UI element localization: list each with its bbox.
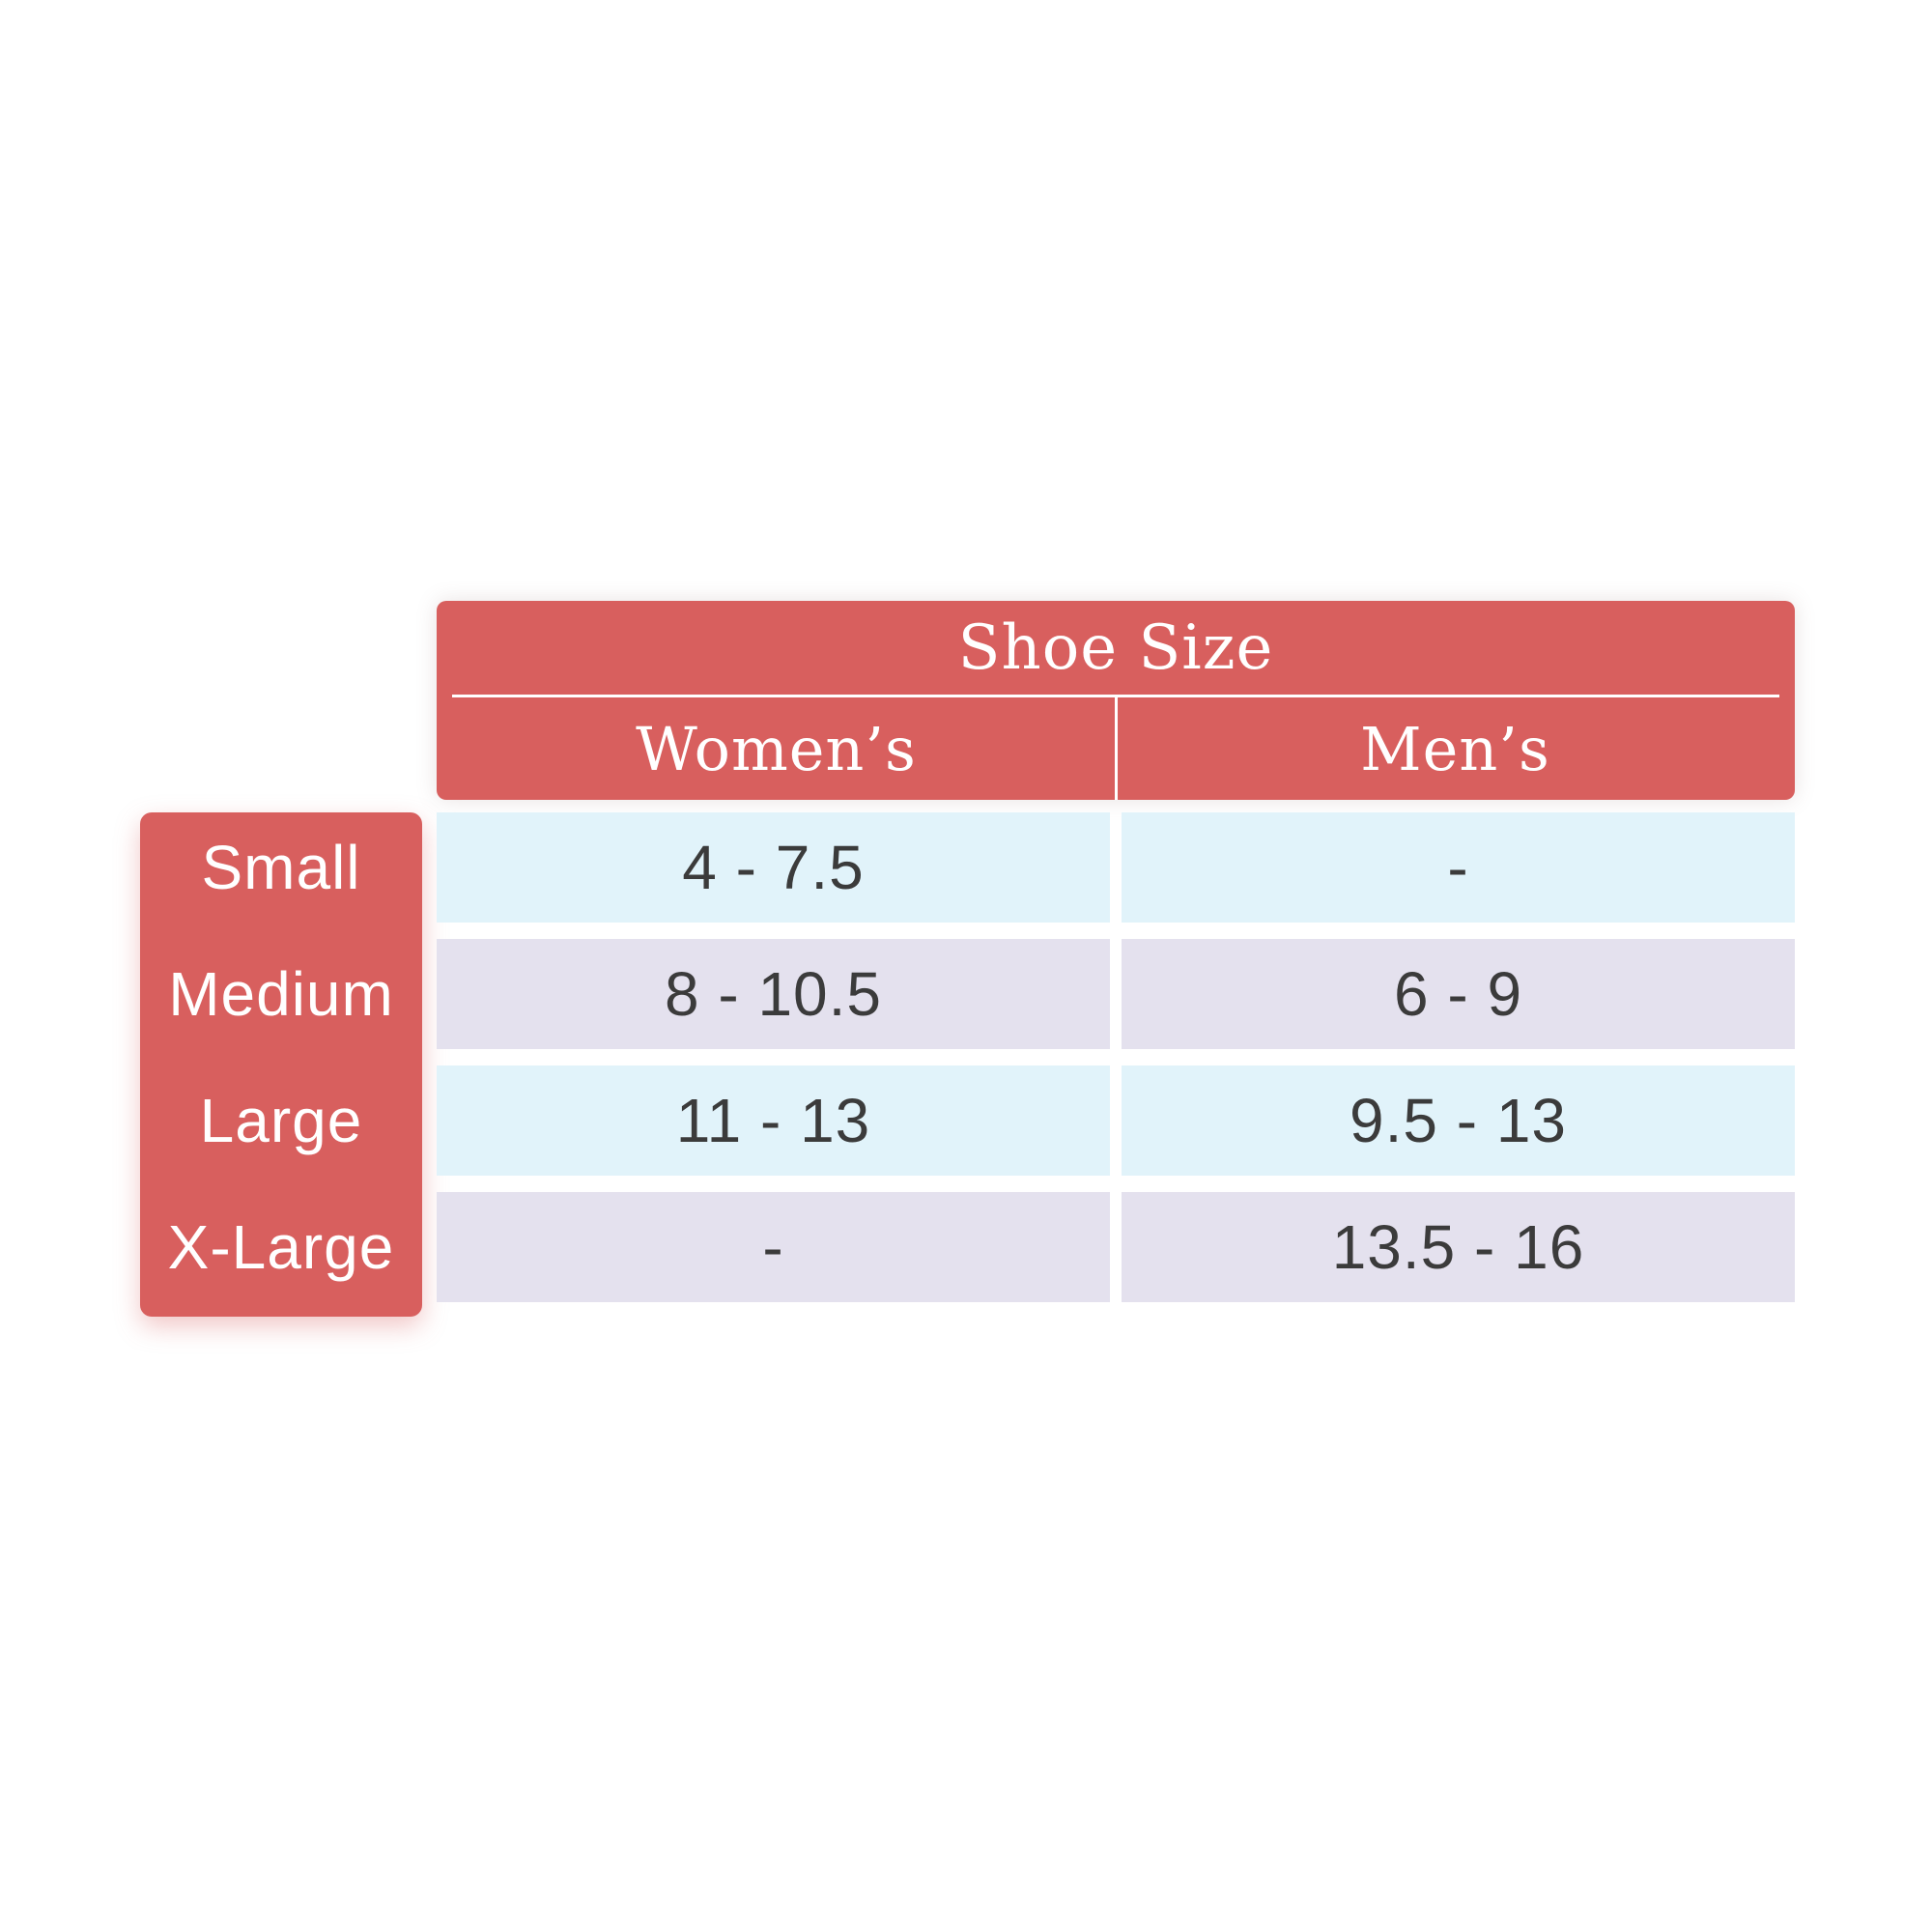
- table-body: 4 - 7.5 - 8 - 10.5 6 - 9 11 - 13 9.5 - 1…: [437, 812, 1795, 1319]
- cell-medium-mens: 6 - 9: [1122, 939, 1795, 1049]
- cell-xlarge-womens: -: [437, 1192, 1110, 1302]
- row-label-xlarge: X-Large: [167, 1212, 395, 1282]
- cell-small-mens: -: [1122, 812, 1795, 923]
- table-row-small: 4 - 7.5 -: [437, 812, 1795, 923]
- row-labels-panel: Small Medium Large X-Large: [140, 812, 422, 1317]
- table-row-large: 11 - 13 9.5 - 13: [437, 1065, 1795, 1176]
- column-header-womens: Women’s: [636, 713, 917, 784]
- header-divider-vertical: [1114, 697, 1118, 800]
- row-label-medium: Medium: [168, 959, 394, 1029]
- column-header-row: Women’s Men’s: [437, 697, 1795, 800]
- cell-small-womens: 4 - 7.5: [437, 812, 1110, 923]
- cell-large-mens: 9.5 - 13: [1122, 1065, 1795, 1176]
- row-label-large: Large: [199, 1086, 363, 1155]
- cell-xlarge-mens: 13.5 - 16: [1122, 1192, 1795, 1302]
- header-divider-horizontal: [452, 695, 1779, 697]
- table-row-medium: 8 - 10.5 6 - 9: [437, 939, 1795, 1049]
- shoe-size-header: Shoe Size Women’s Men’s: [437, 601, 1795, 800]
- cell-large-womens: 11 - 13: [437, 1065, 1110, 1176]
- row-label-small: Small: [201, 833, 361, 902]
- column-header-mens: Men’s: [1360, 713, 1550, 784]
- cell-medium-womens: 8 - 10.5: [437, 939, 1110, 1049]
- table-row-xlarge: - 13.5 - 16: [437, 1192, 1795, 1302]
- chart-title: Shoe Size: [957, 611, 1274, 684]
